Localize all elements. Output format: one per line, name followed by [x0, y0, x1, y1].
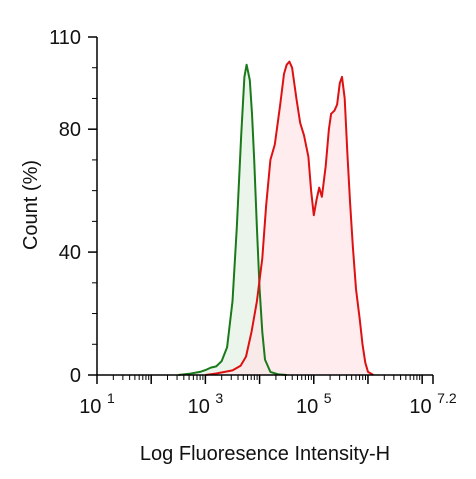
- series-1-area: [205, 61, 374, 375]
- x-tick-label: 10 1: [79, 390, 115, 418]
- x-tick-label: 10 3: [188, 390, 224, 418]
- axes-layer: [88, 36, 434, 384]
- y-tick-label: 110: [49, 27, 81, 49]
- series-0-line: [178, 63, 287, 376]
- y-tick-label: 0: [70, 365, 81, 387]
- y-axis-title: Count (%): [20, 160, 42, 250]
- x-tick-label: 10 7.2: [409, 390, 456, 418]
- y-tick-label: 40: [59, 242, 81, 264]
- series-layer: [178, 60, 374, 376]
- x-tick-label: 10 5: [296, 390, 332, 418]
- labels-layer: 0 40 80 110 10 1 10 3 10 5 10 7.2: [49, 27, 457, 418]
- series-1-line: [205, 60, 374, 376]
- y-tick-label: 80: [59, 119, 81, 141]
- x-axis-title: Log Fluoresence Intensity-H: [140, 443, 390, 465]
